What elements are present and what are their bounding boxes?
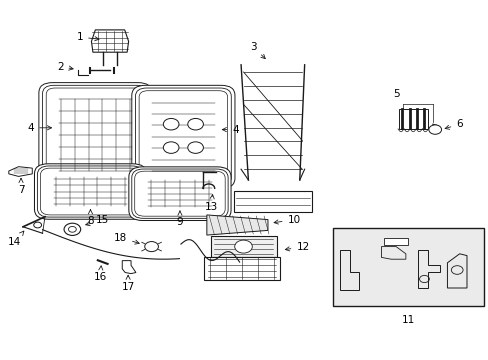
Text: 4: 4 [27, 123, 51, 133]
Bar [210, 236, 276, 257]
Text: 7: 7 [18, 179, 24, 195]
FancyBboxPatch shape [134, 171, 224, 216]
Circle shape [428, 125, 441, 134]
Text: 13: 13 [204, 195, 218, 212]
Text: 16: 16 [93, 266, 107, 282]
Text: 5: 5 [392, 89, 399, 99]
FancyBboxPatch shape [37, 166, 143, 217]
Text: 10: 10 [274, 215, 300, 225]
FancyBboxPatch shape [46, 88, 144, 182]
Bar [398, 109, 427, 129]
Bar [233, 191, 311, 212]
FancyBboxPatch shape [131, 85, 234, 188]
Bar [333, 228, 483, 306]
Text: 15: 15 [85, 215, 109, 226]
Text: 4: 4 [222, 125, 239, 135]
Circle shape [234, 240, 252, 253]
Polygon shape [9, 167, 32, 176]
Text: 3: 3 [249, 42, 265, 59]
Circle shape [187, 118, 203, 130]
FancyBboxPatch shape [39, 83, 151, 188]
Text: 9: 9 [176, 211, 183, 227]
Text: 6: 6 [444, 119, 462, 129]
Text: 2: 2 [57, 62, 73, 72]
Circle shape [144, 242, 158, 252]
Polygon shape [91, 30, 128, 52]
Text: 18: 18 [114, 233, 139, 244]
Circle shape [187, 142, 203, 153]
FancyBboxPatch shape [42, 85, 148, 185]
FancyBboxPatch shape [131, 169, 227, 218]
Bar [204, 256, 279, 280]
Text: 12: 12 [285, 242, 309, 252]
Text: 17: 17 [121, 275, 135, 292]
FancyBboxPatch shape [128, 167, 230, 220]
Text: 14: 14 [8, 231, 24, 247]
Circle shape [163, 118, 179, 130]
Circle shape [64, 223, 81, 235]
FancyBboxPatch shape [139, 91, 227, 183]
Polygon shape [122, 261, 136, 274]
Circle shape [34, 222, 41, 228]
Text: 11: 11 [401, 315, 415, 325]
Text: 1: 1 [76, 32, 99, 42]
Text: 8: 8 [87, 210, 94, 226]
FancyBboxPatch shape [40, 168, 141, 215]
Polygon shape [206, 215, 267, 235]
FancyBboxPatch shape [34, 164, 146, 219]
Bar [383, 238, 407, 245]
FancyBboxPatch shape [135, 88, 231, 186]
Circle shape [163, 142, 179, 153]
